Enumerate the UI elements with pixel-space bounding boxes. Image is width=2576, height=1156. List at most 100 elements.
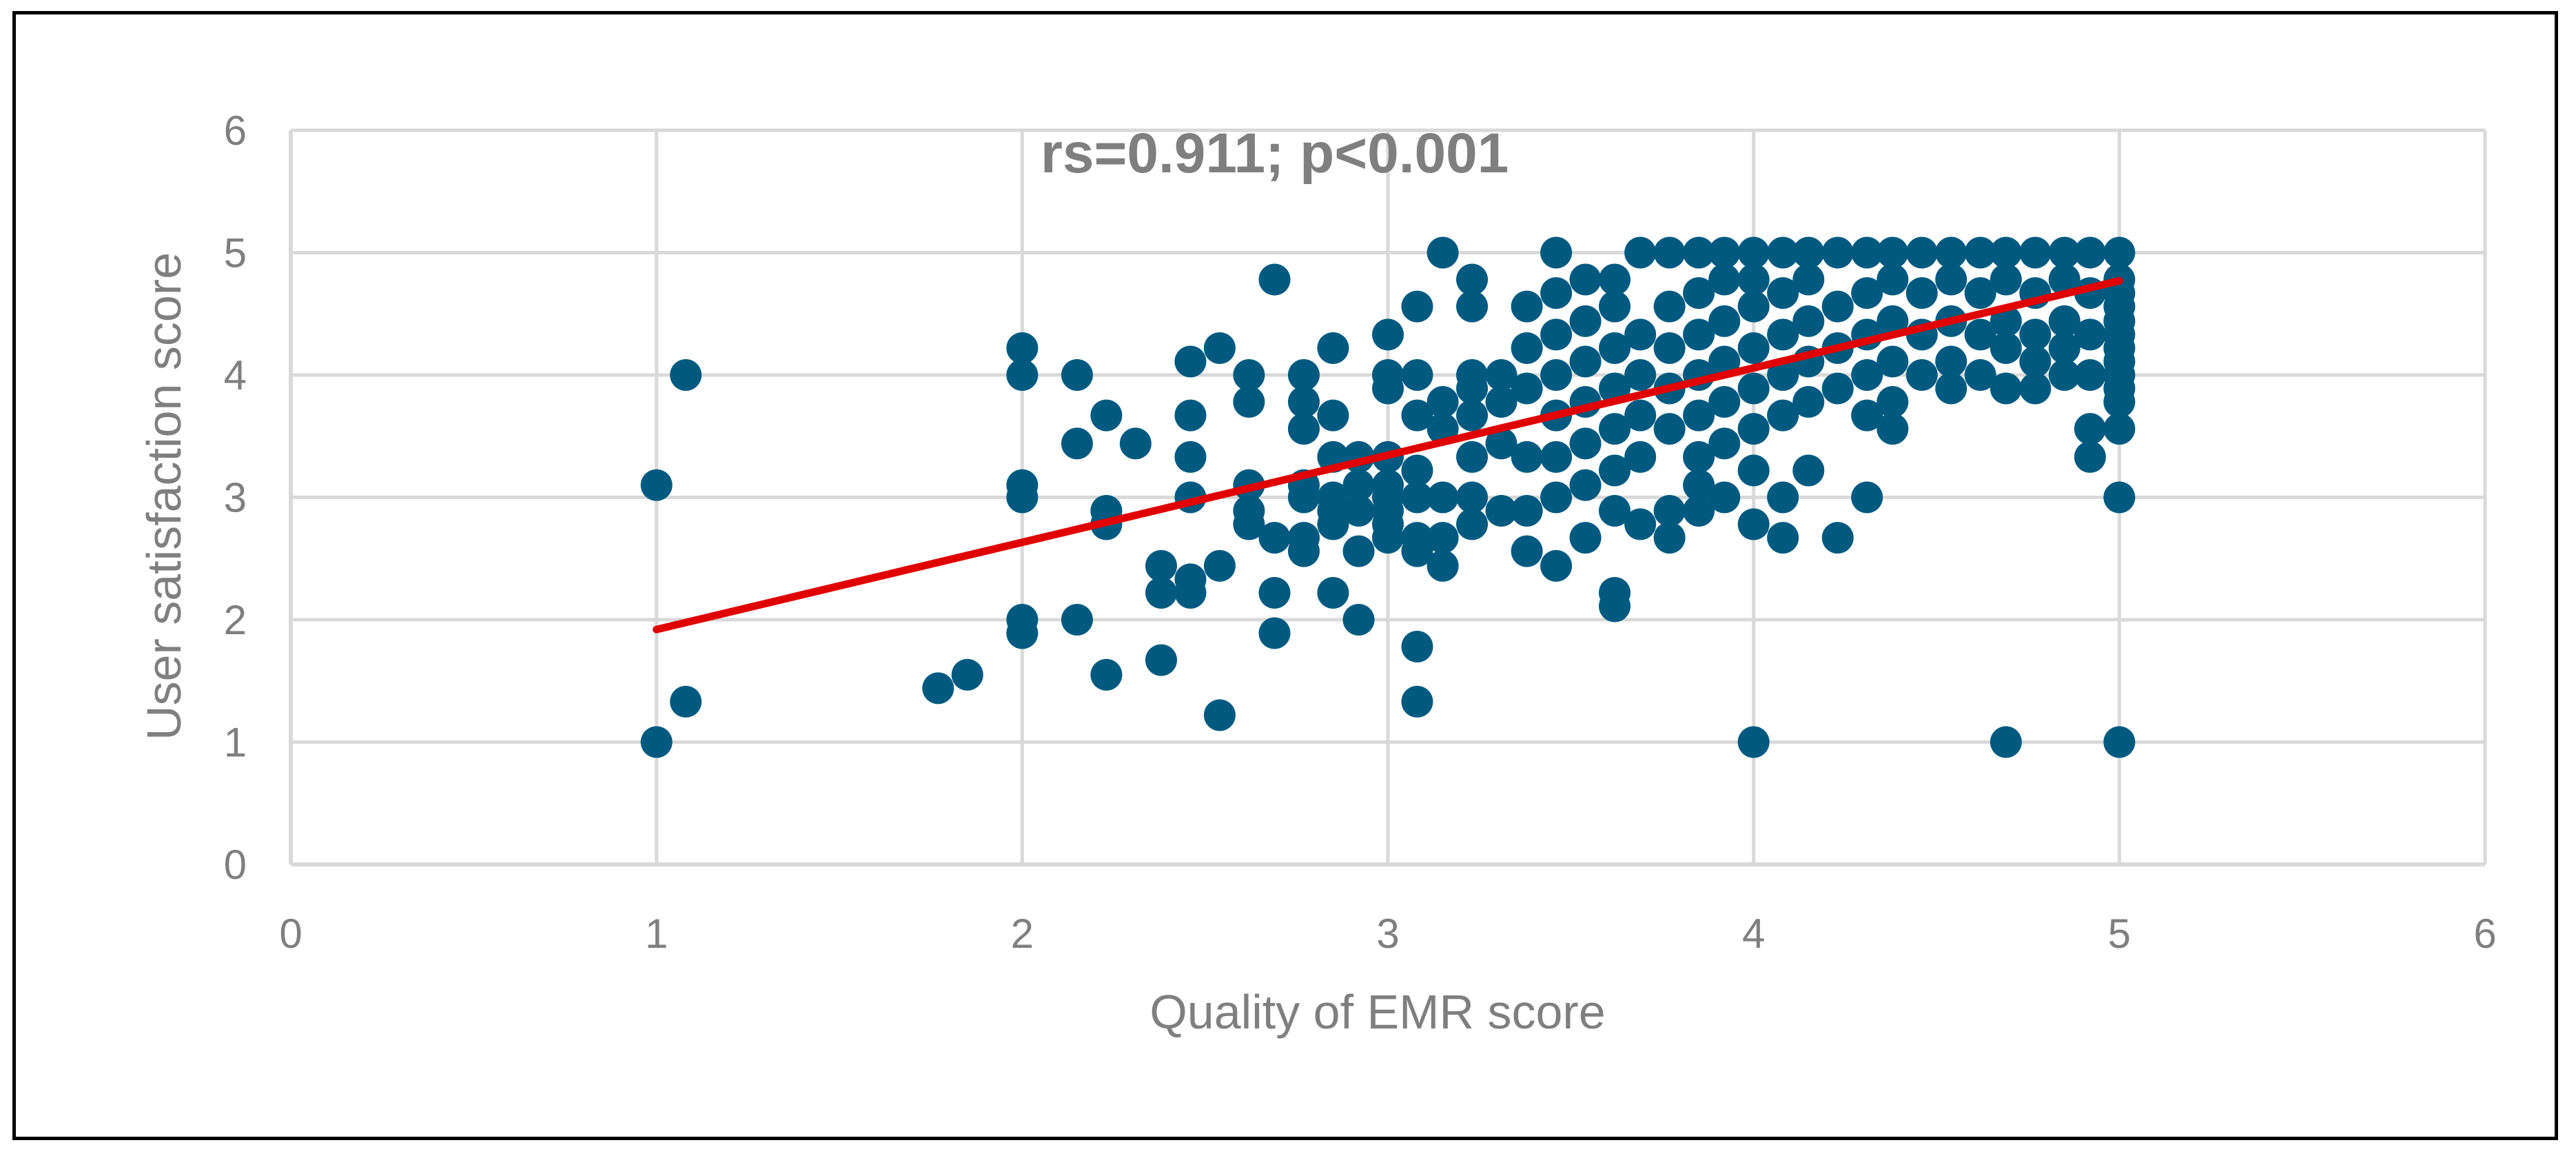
data-point xyxy=(1427,236,1459,269)
data-point xyxy=(2103,726,2136,758)
data-point xyxy=(1737,290,1770,323)
data-point xyxy=(1653,236,1686,269)
data-point xyxy=(1540,236,1573,269)
data-point xyxy=(1599,454,1631,487)
data-point xyxy=(2074,413,2106,445)
data-point xyxy=(1683,440,1715,473)
data-point xyxy=(1061,604,1093,636)
data-point xyxy=(1935,263,1967,296)
data-point xyxy=(2048,332,2081,364)
data-point xyxy=(1006,481,1039,514)
data-point xyxy=(1258,576,1291,609)
x-axis-title: Quality of EMR score xyxy=(1149,985,1605,1039)
data-point xyxy=(1821,290,1854,323)
data-point xyxy=(1964,318,1996,351)
data-point xyxy=(1540,277,1573,310)
data-point xyxy=(1624,359,1657,391)
data-point xyxy=(1767,399,1799,432)
data-point xyxy=(2048,359,2081,391)
y-tick-label: 3 xyxy=(224,475,247,521)
data-point xyxy=(2048,305,2081,337)
data-point xyxy=(1624,236,1657,269)
trendline-layer xyxy=(653,276,2123,633)
data-point xyxy=(1569,263,1602,296)
data-point xyxy=(1737,454,1770,487)
data-point xyxy=(1737,332,1770,364)
data-point xyxy=(1511,332,1543,364)
data-point xyxy=(2048,263,2081,296)
data-point xyxy=(1317,399,1349,432)
data-point xyxy=(1145,644,1177,676)
data-point xyxy=(670,359,702,391)
data-point xyxy=(1708,263,1741,296)
data-point xyxy=(1792,236,1825,269)
data-point xyxy=(1851,236,1883,269)
data-point xyxy=(1767,318,1799,351)
data-point xyxy=(1540,359,1573,391)
data-point xyxy=(1708,386,1741,418)
data-point xyxy=(2074,236,2106,269)
data-point xyxy=(1737,372,1770,405)
trendline xyxy=(653,276,2123,633)
data-point xyxy=(951,658,983,691)
data-point xyxy=(1905,359,1938,391)
correlation-annotation: rs=0.911; p<0.001 xyxy=(1041,122,1509,185)
data-point xyxy=(1342,469,1375,501)
data-point xyxy=(1342,495,1375,527)
data-point xyxy=(1767,522,1799,554)
data-point xyxy=(1372,318,1404,351)
data-point xyxy=(1990,372,2022,405)
y-tick-label: 4 xyxy=(224,352,247,398)
data-point xyxy=(1203,549,1236,582)
y-tick-label: 1 xyxy=(224,720,247,766)
data-point xyxy=(1203,332,1236,364)
data-point xyxy=(1258,617,1291,649)
x-tick-label: 3 xyxy=(1376,911,1399,957)
data-point xyxy=(1540,318,1573,351)
data-point xyxy=(2048,236,2081,269)
data-point xyxy=(1990,263,2022,296)
data-point xyxy=(1599,413,1631,445)
data-point xyxy=(1372,522,1404,554)
y-tick-label: 5 xyxy=(224,230,247,276)
data-point xyxy=(1317,332,1349,364)
y-tick-label: 2 xyxy=(224,597,247,643)
data-point xyxy=(2074,440,2106,473)
data-point xyxy=(1456,372,1489,405)
data-point xyxy=(1821,522,1854,554)
data-point xyxy=(1006,332,1039,364)
data-point xyxy=(1792,263,1825,296)
data-point xyxy=(1174,345,1207,378)
data-point xyxy=(1683,236,1715,269)
data-point xyxy=(1851,277,1883,310)
data-point xyxy=(1653,495,1686,527)
data-point xyxy=(1511,495,1543,527)
data-point xyxy=(1708,305,1741,337)
data-point xyxy=(1708,427,1741,460)
data-point xyxy=(1935,345,1967,378)
data-point xyxy=(1456,508,1489,540)
data-point xyxy=(1767,359,1799,391)
data-point xyxy=(670,685,702,718)
data-point xyxy=(1905,277,1938,310)
data-point xyxy=(1737,726,1770,758)
data-point xyxy=(1737,508,1770,540)
data-point xyxy=(1401,481,1433,514)
data-point xyxy=(2103,481,2136,514)
data-point xyxy=(1342,604,1375,636)
data-point xyxy=(1737,413,1770,445)
x-tick-label: 4 xyxy=(1742,911,1765,957)
data-point xyxy=(1427,481,1459,514)
data-point xyxy=(1401,631,1433,663)
data-point xyxy=(1006,359,1039,391)
data-point xyxy=(1683,277,1715,310)
data-point xyxy=(2019,372,2052,405)
data-point xyxy=(1821,372,1854,405)
data-point xyxy=(1233,359,1265,391)
data-point xyxy=(1569,427,1602,460)
data-point xyxy=(1653,522,1686,554)
data-point xyxy=(1119,427,1152,460)
data-point xyxy=(2103,386,2136,418)
data-point xyxy=(1792,386,1825,418)
